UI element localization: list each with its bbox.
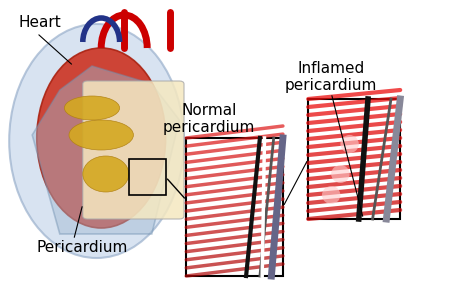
Ellipse shape xyxy=(330,165,349,183)
FancyBboxPatch shape xyxy=(83,81,184,219)
Ellipse shape xyxy=(321,186,340,204)
Ellipse shape xyxy=(83,156,129,192)
Polygon shape xyxy=(32,66,179,234)
Ellipse shape xyxy=(64,96,119,120)
Ellipse shape xyxy=(340,135,358,153)
Bar xyxy=(308,99,399,219)
Text: Pericardium: Pericardium xyxy=(37,240,128,255)
Ellipse shape xyxy=(69,120,133,150)
Text: Heart: Heart xyxy=(18,15,61,30)
Text: Normal
pericardium: Normal pericardium xyxy=(163,103,255,135)
Bar xyxy=(129,159,165,195)
Bar xyxy=(186,138,282,276)
Text: Inflamed
pericardium: Inflamed pericardium xyxy=(285,61,376,93)
Ellipse shape xyxy=(37,48,165,228)
Ellipse shape xyxy=(9,24,184,258)
